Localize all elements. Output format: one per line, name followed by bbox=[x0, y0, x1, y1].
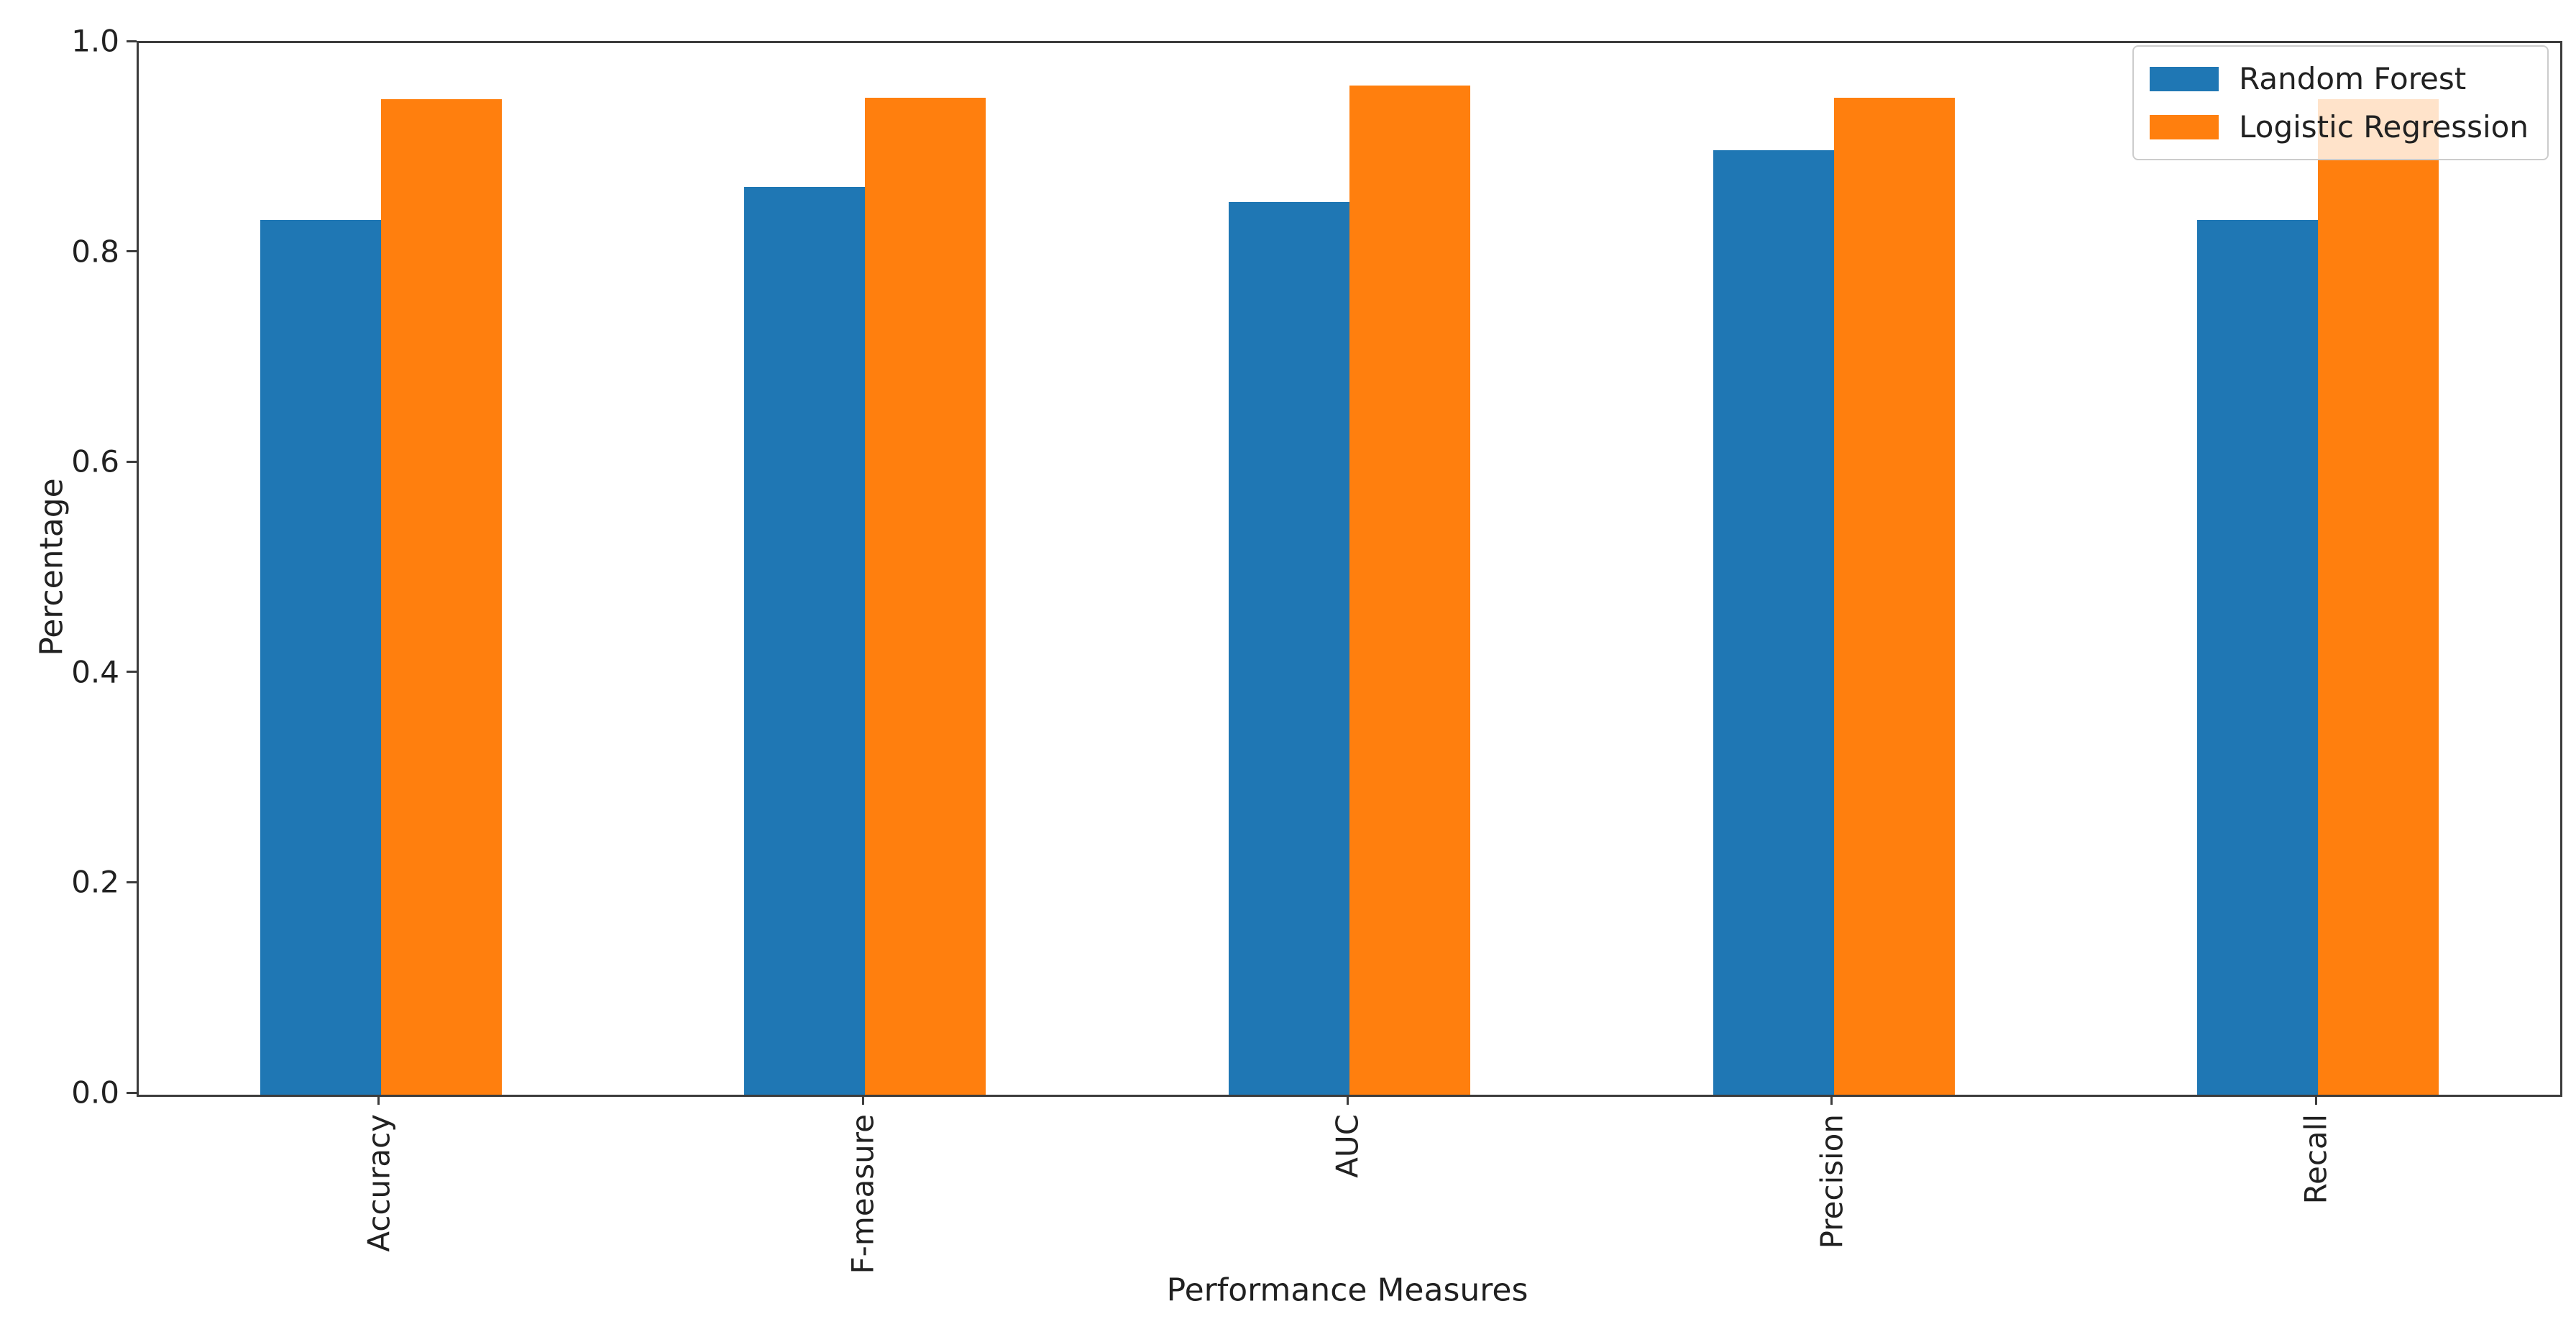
y-tick-label-0.6: 0.6 bbox=[71, 443, 119, 479]
bar-random-forest-accuracy bbox=[260, 219, 381, 1095]
x-tick-label-precision: Precision bbox=[1814, 1114, 1850, 1249]
y-tick-label-0.0: 0.0 bbox=[71, 1075, 119, 1111]
legend-entry-random-forest: Random Forest bbox=[2150, 61, 2529, 96]
bar-logistic-regression-f-measure bbox=[865, 98, 986, 1095]
legend-swatch-logistic-regression bbox=[2150, 114, 2219, 139]
legend: Random Forest Logistic Regression bbox=[2132, 45, 2549, 160]
x-tick-label-accuracy: Accuracy bbox=[361, 1114, 397, 1252]
y-tick-mark-0.6 bbox=[127, 460, 137, 463]
y-tick-mark-0.8 bbox=[127, 250, 137, 253]
y-tick-label-0.2: 0.2 bbox=[71, 864, 119, 900]
x-tick-mark-f-measure bbox=[861, 1095, 864, 1105]
legend-swatch-random-forest bbox=[2150, 66, 2219, 91]
x-tick-mark-accuracy bbox=[377, 1095, 380, 1105]
y-axis-title: Percentage bbox=[33, 477, 70, 656]
x-tick-mark-auc bbox=[1346, 1095, 1349, 1105]
plot-area bbox=[137, 41, 2562, 1097]
bar-logistic-regression-accuracy bbox=[380, 98, 502, 1095]
bar-logistic-regression-auc bbox=[1349, 85, 1470, 1095]
bar-random-forest-auc bbox=[1229, 201, 1349, 1095]
bar-logistic-regression-recall bbox=[2318, 98, 2439, 1095]
y-tick-label-0.8: 0.8 bbox=[71, 234, 119, 270]
legend-label-random-forest: Random Forest bbox=[2239, 61, 2467, 96]
bar-logistic-regression-precision bbox=[1833, 98, 1955, 1095]
y-tick-mark-1.0 bbox=[127, 40, 137, 42]
bar-random-forest-recall bbox=[2197, 219, 2319, 1095]
y-tick-label-0.4: 0.4 bbox=[71, 654, 119, 690]
bar-random-forest-precision bbox=[1713, 150, 1834, 1095]
legend-label-logistic-regression: Logistic Regression bbox=[2239, 109, 2529, 144]
x-tick-mark-recall bbox=[2314, 1095, 2317, 1105]
x-tick-label-f-measure: F-measure bbox=[845, 1114, 881, 1274]
y-tick-mark-0.0 bbox=[127, 1091, 137, 1094]
y-tick-mark-0.4 bbox=[127, 671, 137, 674]
y-tick-mark-0.2 bbox=[127, 881, 137, 883]
x-tick-label-recall: Recall bbox=[2298, 1114, 2334, 1205]
x-tick-mark-precision bbox=[1830, 1095, 1833, 1105]
x-axis-title: Performance Measures bbox=[1166, 1272, 1528, 1309]
bar-random-forest-f-measure bbox=[744, 187, 866, 1095]
x-tick-label-auc: AUC bbox=[1329, 1114, 1365, 1178]
y-tick-label-1.0: 1.0 bbox=[71, 23, 119, 59]
legend-entry-logistic-regression: Logistic Regression bbox=[2150, 109, 2529, 144]
